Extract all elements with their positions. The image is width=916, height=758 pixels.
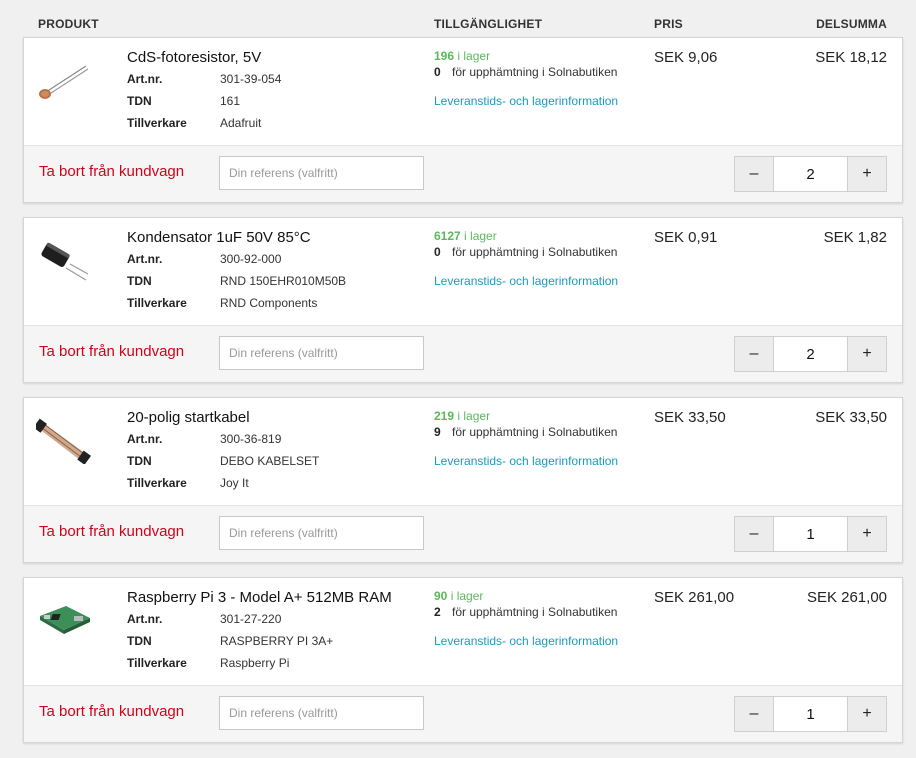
stock-count: 6127 bbox=[434, 229, 461, 243]
increase-quantity-button[interactable]: + bbox=[848, 337, 886, 371]
tdn-value: DEBO KABELSET bbox=[220, 454, 320, 468]
pickup-count: 9 bbox=[434, 425, 441, 439]
tdn-label: TDN bbox=[127, 274, 152, 288]
header-price: PRIS bbox=[654, 17, 683, 31]
art-nr-label: Art.nr. bbox=[127, 72, 163, 86]
stock-count: 90 bbox=[434, 589, 448, 603]
tdn-value: RND 150EHR010M50B bbox=[220, 274, 347, 288]
header-subtotal: DELSUMMA bbox=[816, 17, 887, 31]
cart-header: PRODUKT TILLGÄNGLIGHET PRIS DELSUMMA bbox=[0, 0, 916, 38]
quantity-value[interactable]: 2 bbox=[773, 157, 848, 191]
pickup-label: för upphämtning i Solnabutiken bbox=[452, 425, 618, 439]
manufacturer-value: Adafruit bbox=[220, 116, 262, 130]
product-name[interactable]: 20-polig startkabel bbox=[127, 409, 250, 426]
increase-quantity-button[interactable]: + bbox=[848, 697, 886, 731]
remove-from-cart-link[interactable]: Ta bort från kundvagn bbox=[39, 523, 185, 540]
delivery-info-link[interactable]: Leveranstids- och lagerinformation bbox=[434, 94, 619, 108]
art-nr-value: 300-36-819 bbox=[220, 432, 282, 446]
line-subtotal: SEK 1,82 bbox=[823, 229, 887, 246]
quantity-stepper: – 2 + bbox=[734, 156, 887, 192]
stock-count: 219 bbox=[434, 409, 455, 423]
raspberry-pi-board-image bbox=[36, 594, 92, 644]
manufacturer-value: Joy It bbox=[220, 476, 249, 490]
increase-quantity-button[interactable]: + bbox=[848, 517, 886, 551]
quantity-stepper: – 1 + bbox=[734, 696, 887, 732]
line-subtotal: SEK 33,50 bbox=[815, 409, 887, 426]
delivery-info-link[interactable]: Leveranstids- och lagerinformation bbox=[434, 454, 619, 468]
manufacturer-label: Tillverkare bbox=[127, 296, 187, 310]
tdn-value: 161 bbox=[220, 94, 241, 108]
capacitor-image bbox=[36, 234, 92, 284]
pickup-count: 0 bbox=[434, 245, 441, 259]
ribbon-cable-image bbox=[33, 414, 92, 465]
quantity-value[interactable]: 2 bbox=[773, 337, 848, 371]
pickup-label: för upphämtning i Solnabutiken bbox=[452, 245, 618, 259]
reference-input[interactable] bbox=[219, 516, 424, 550]
stock-label: i lager bbox=[457, 49, 491, 63]
product-name[interactable]: CdS-fotoresistor, 5V bbox=[127, 49, 262, 66]
manufacturer-value: RND Components bbox=[220, 296, 318, 310]
line-subtotal: SEK 261,00 bbox=[806, 589, 887, 606]
decrease-quantity-button[interactable]: – bbox=[735, 697, 773, 731]
manufacturer-label: Tillverkare bbox=[127, 116, 187, 130]
quantity-stepper: – 1 + bbox=[734, 516, 887, 552]
tdn-label: TDN bbox=[127, 94, 152, 108]
art-nr-label: Art.nr. bbox=[127, 432, 163, 446]
manufacturer-label: Tillverkare bbox=[127, 656, 187, 670]
quantity-value[interactable]: 1 bbox=[773, 697, 848, 731]
increase-quantity-button[interactable]: + bbox=[848, 157, 886, 191]
line-subtotal: SEK 18,12 bbox=[815, 49, 887, 66]
unit-price: SEK 33,50 bbox=[654, 409, 726, 426]
pickup-label: för upphämtning i Solnabutiken bbox=[452, 65, 618, 79]
tdn-label: TDN bbox=[127, 454, 152, 468]
cart-item: Kondensator 1uF 50V 85°C Art.nr. 300-92-0… bbox=[23, 217, 903, 383]
stock-label: i lager bbox=[464, 229, 497, 243]
quantity-stepper: – 2 + bbox=[734, 336, 887, 372]
art-nr-value: 300-92-000 bbox=[220, 252, 282, 266]
unit-price: SEK 261,00 bbox=[654, 589, 735, 606]
header-product: PRODUKT bbox=[38, 17, 99, 31]
art-nr-value: 301-27-220 bbox=[220, 612, 282, 626]
decrease-quantity-button[interactable]: – bbox=[735, 517, 773, 551]
stock-count: 196 bbox=[434, 49, 455, 63]
manufacturer-value: Raspberry Pi bbox=[220, 656, 290, 670]
pickup-count: 2 bbox=[434, 605, 441, 619]
art-nr-label: Art.nr. bbox=[127, 612, 163, 626]
manufacturer-label: Tillverkare bbox=[127, 476, 187, 490]
reference-input[interactable] bbox=[219, 156, 424, 190]
delivery-info-link[interactable]: Leveranstids- och lagerinformation bbox=[434, 634, 619, 648]
unit-price: SEK 9,06 bbox=[654, 49, 718, 66]
art-nr-value: 301-39-054 bbox=[220, 72, 282, 86]
reference-input[interactable] bbox=[219, 696, 424, 730]
stock-label: i lager bbox=[457, 409, 491, 423]
remove-from-cart-link[interactable]: Ta bort från kundvagn bbox=[39, 343, 185, 360]
art-nr-label: Art.nr. bbox=[127, 252, 163, 266]
photoresistor-image bbox=[36, 54, 92, 104]
tdn-value: RASPBERRY PI 3A+ bbox=[220, 634, 334, 648]
cart-item: 20-polig startkabel Art.nr. 300-36-819 TD… bbox=[23, 397, 903, 563]
remove-from-cart-link[interactable]: Ta bort från kundvagn bbox=[39, 163, 185, 180]
quantity-value[interactable]: 1 bbox=[773, 517, 848, 551]
header-availability: TILLGÄNGLIGHET bbox=[434, 17, 543, 31]
cart-item: Raspberry Pi 3 - Model A+ 512MB RAM Art.… bbox=[23, 577, 903, 743]
delivery-info-link[interactable]: Leveranstids- och lagerinformation bbox=[434, 274, 619, 288]
remove-from-cart-link[interactable]: Ta bort från kundvagn bbox=[39, 703, 185, 720]
decrease-quantity-button[interactable]: – bbox=[735, 337, 773, 371]
product-name[interactable]: Raspberry Pi 3 - Model A+ 512MB RAM bbox=[127, 589, 392, 606]
unit-price: SEK 0,91 bbox=[654, 229, 718, 246]
cart-item: CdS-fotoresistor, 5V Art.nr. 301-39-054 T… bbox=[23, 37, 903, 203]
tdn-label: TDN bbox=[127, 634, 152, 648]
product-name[interactable]: Kondensator 1uF 50V 85°C bbox=[127, 229, 311, 246]
reference-input[interactable] bbox=[219, 336, 424, 370]
pickup-count: 0 bbox=[434, 65, 441, 79]
stock-label: i lager bbox=[450, 589, 484, 603]
decrease-quantity-button[interactable]: – bbox=[735, 157, 773, 191]
pickup-label: för upphämtning i Solnabutiken bbox=[452, 605, 618, 619]
